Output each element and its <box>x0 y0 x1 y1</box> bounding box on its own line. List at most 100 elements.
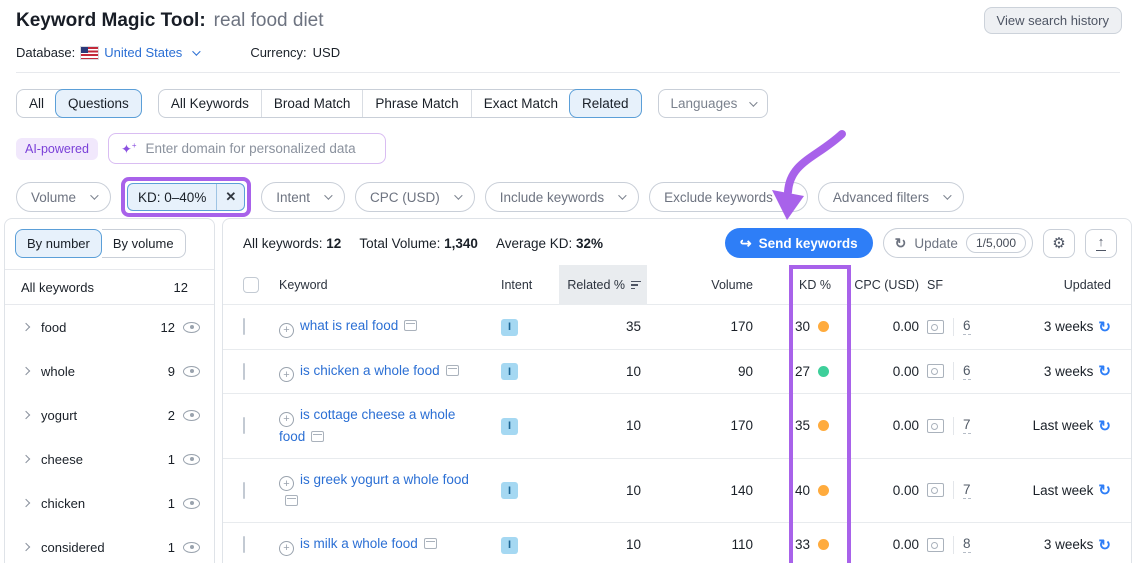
send-keywords-button[interactable]: ↪ Send keywords <box>724 228 873 258</box>
serp-preview-icon[interactable] <box>927 418 944 433</box>
settings-button[interactable]: ⚙ <box>1043 228 1075 258</box>
all-keywords-group[interactable]: All keywords 12 <box>5 269 214 305</box>
keyword-link[interactable]: is greek yogurt a whole food <box>300 471 469 487</box>
intent-filter[interactable]: Intent <box>261 182 346 212</box>
group-count: 2 <box>167 407 175 423</box>
serp-card-icon[interactable] <box>445 364 459 376</box>
col-keyword[interactable]: Keyword <box>279 278 328 292</box>
plus-circle-icon[interactable]: + <box>279 476 294 491</box>
include-keywords-filter[interactable]: Include keywords <box>484 182 640 212</box>
sf-count[interactable]: 7 <box>963 417 971 435</box>
sidebar-group-item[interactable]: yogurt 2 <box>5 393 214 437</box>
col-sf[interactable]: SF <box>927 278 943 292</box>
chevron-right-icon[interactable] <box>21 366 31 376</box>
sidebar-group-item[interactable]: cheese 1 <box>5 437 214 481</box>
row-checkbox[interactable] <box>243 481 245 499</box>
tab-exact-match[interactable]: Exact Match <box>470 90 570 117</box>
serp-preview-icon[interactable] <box>927 537 944 552</box>
plus-circle-icon[interactable]: + <box>279 411 294 427</box>
sidebar-group-item[interactable]: considered 1 <box>5 525 214 563</box>
domain-input[interactable]: ✦+ Enter domain for personalized data <box>107 133 386 164</box>
row-checkbox[interactable] <box>243 362 245 380</box>
sidebar-group-item[interactable]: whole 9 <box>5 349 214 393</box>
col-related[interactable]: Related % <box>559 265 647 305</box>
volume-value: 140 <box>730 482 753 498</box>
chevron-right-icon[interactable] <box>21 542 31 552</box>
col-volume[interactable]: Volume <box>711 278 753 292</box>
eye-icon[interactable] <box>183 453 200 465</box>
refresh-icon[interactable]: ↻ <box>1098 536 1111 554</box>
tab-all[interactable]: All <box>29 96 45 111</box>
tab-questions[interactable]: Questions <box>55 89 142 118</box>
sidebar-group-item[interactable]: chicken 1 <box>5 481 214 525</box>
sf-count[interactable]: 7 <box>963 481 971 499</box>
sf-count[interactable]: 8 <box>963 536 971 554</box>
serp-preview-icon[interactable] <box>927 319 944 334</box>
col-updated[interactable]: Updated <box>1063 278 1111 292</box>
tab-phrase-match[interactable]: Phrase Match <box>362 90 470 117</box>
keyword-link[interactable]: is milk a whole food <box>300 536 418 551</box>
sf-count[interactable]: 6 <box>963 318 971 336</box>
chevron-right-icon[interactable] <box>21 498 31 508</box>
col-kd[interactable]: KD % <box>799 278 831 292</box>
row-checkbox[interactable] <box>243 318 245 336</box>
plus-circle-icon[interactable]: + <box>279 367 294 382</box>
plus-circle-icon[interactable]: + <box>279 322 294 338</box>
sidebar-group-item[interactable]: food 12 <box>5 305 214 349</box>
tab-all-keywords[interactable]: All Keywords <box>170 96 249 111</box>
update-button[interactable]: ↻ Update 1/5,000 <box>882 228 1033 258</box>
advanced-filters[interactable]: Advanced filters <box>817 182 964 212</box>
keyword-link[interactable]: is chicken a whole food <box>300 362 440 378</box>
total-volume-stat-label: Total Volume: <box>359 235 441 251</box>
chevron-right-icon[interactable] <box>21 454 31 464</box>
eye-icon[interactable] <box>183 497 200 509</box>
refresh-icon[interactable]: ↻ <box>1098 482 1111 500</box>
volume-filter[interactable]: Volume <box>16 182 112 212</box>
chevron-down-icon[interactable] <box>192 46 201 56</box>
keyword-link[interactable]: is cottage cheese a whole food <box>279 407 456 444</box>
keyword-link[interactable]: what is real food <box>300 318 399 333</box>
keywords-table: Keyword Intent Related % Volume KD % CPC… <box>223 265 1131 563</box>
row-checkbox[interactable] <box>243 417 245 435</box>
close-icon[interactable]: ✕ <box>216 184 244 210</box>
tab-broad-match[interactable]: Broad Match <box>260 90 363 117</box>
refresh-icon[interactable]: ↻ <box>1098 363 1111 381</box>
eye-icon[interactable] <box>183 409 200 421</box>
select-all-checkbox[interactable] <box>243 277 259 293</box>
related-value: 35 <box>625 319 641 335</box>
serp-preview-icon[interactable] <box>927 364 944 379</box>
languages-dropdown[interactable]: Languages <box>657 89 769 118</box>
row-checkbox[interactable] <box>243 536 245 554</box>
serp-card-icon[interactable] <box>404 320 418 331</box>
view-search-history-button[interactable]: View search history <box>983 7 1122 34</box>
serp-preview-icon[interactable] <box>927 483 944 498</box>
eye-icon[interactable] <box>183 541 200 553</box>
database-select[interactable]: United States <box>104 45 183 60</box>
sf-count[interactable]: 6 <box>963 362 971 380</box>
chevron-right-icon[interactable] <box>21 322 31 332</box>
eye-icon[interactable] <box>183 321 200 333</box>
col-intent[interactable]: Intent <box>501 278 533 292</box>
updated-cell: Last week ↻ <box>1001 481 1111 499</box>
chevron-right-icon[interactable] <box>21 410 31 420</box>
sort-by-number-tab[interactable]: By number <box>15 229 102 258</box>
refresh-icon[interactable]: ↻ <box>1098 318 1111 336</box>
export-button[interactable]: ↑ <box>1085 228 1117 258</box>
updated-cell: Last week ↻ <box>1001 417 1111 435</box>
serp-card-icon[interactable] <box>285 495 298 506</box>
eye-icon[interactable] <box>183 365 200 377</box>
table-header-row: Keyword Intent Related % Volume KD % CPC… <box>223 265 1131 305</box>
kd-filter-chip[interactable]: KD: 0–40% ✕ <box>127 183 246 211</box>
intent-badge: I <box>501 318 518 336</box>
refresh-icon[interactable]: ↻ <box>1098 417 1111 435</box>
col-cpc[interactable]: CPC (USD) <box>854 278 919 292</box>
sort-by-volume-tab[interactable]: By volume <box>101 229 186 258</box>
kd-cell: 40 <box>759 483 837 498</box>
plus-circle-icon[interactable]: + <box>279 540 294 556</box>
table-row: + is greek yogurt a whole food I 10 140 4… <box>223 459 1131 523</box>
serp-card-icon[interactable] <box>311 430 325 442</box>
serp-card-icon[interactable] <box>423 538 437 549</box>
exclude-keywords-filter[interactable]: Exclude keywords <box>649 182 808 212</box>
cpc-filter[interactable]: CPC (USD) <box>355 182 475 212</box>
tab-related[interactable]: Related <box>568 89 642 118</box>
